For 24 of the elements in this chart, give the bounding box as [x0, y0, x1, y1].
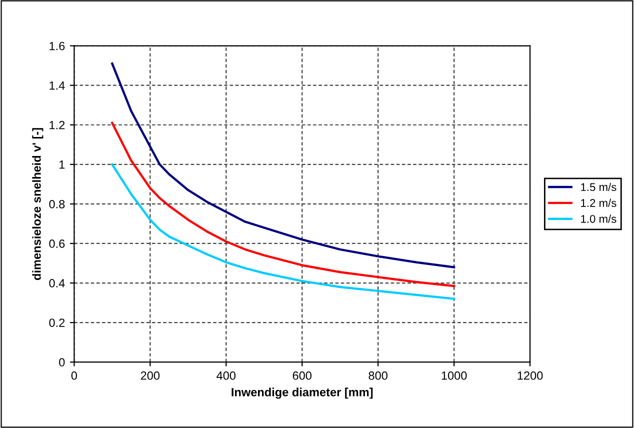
y-tick-label: 0.2 [49, 318, 65, 327]
x-tick-label: 600 [292, 371, 312, 380]
x-axis-title: Inwendige diameter [mm] [232, 388, 373, 399]
x-tick-label: 800 [368, 371, 388, 380]
y-tick-label: 0.4 [49, 279, 65, 288]
x-tick-label: 400 [216, 371, 236, 380]
legend-label: 1.2 m/s [581, 198, 616, 207]
line-series [111, 163, 456, 300]
y-tick-label: 0 [59, 358, 65, 366]
x-tick-label: 1000 [442, 371, 467, 380]
y-tick-label: 0.8 [49, 200, 65, 208]
legend-label: 1.0 m/s [581, 214, 616, 223]
y-tick-label: 1.6 [50, 42, 65, 50]
x-tick-label: 1200 [518, 371, 543, 380]
legend-label: 1.5 m/s [581, 182, 616, 192]
x-tick-label: 200 [140, 371, 160, 380]
y-tick-label: 1 [59, 160, 65, 169]
x-tick-label: 0 [71, 371, 77, 380]
line-series [111, 62, 456, 268]
line-series [111, 122, 456, 288]
y-tick-label: 1.2 [50, 120, 65, 130]
y-axis-title: dimensieloze snelheid v' [-] [32, 128, 44, 280]
y-tick-label: 1.4 [50, 81, 65, 90]
y-tick-label: 0.6 [49, 240, 65, 248]
